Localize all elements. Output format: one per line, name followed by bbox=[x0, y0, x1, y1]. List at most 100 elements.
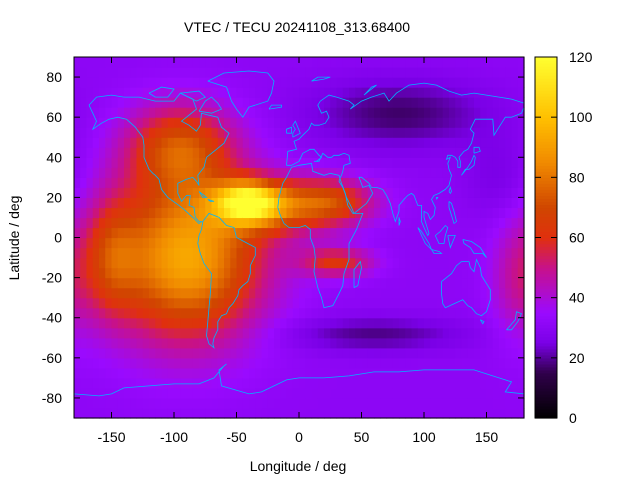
heatmap-cell bbox=[230, 77, 238, 88]
heatmap-cell bbox=[430, 217, 438, 229]
heatmap-cell bbox=[130, 377, 138, 389]
heatmap-cell bbox=[80, 287, 88, 299]
heatmap-cell bbox=[436, 247, 444, 259]
heatmap-cell bbox=[405, 377, 413, 389]
heatmap-cell bbox=[492, 67, 500, 78]
heatmap-cell bbox=[399, 117, 406, 128]
heatmap-cell bbox=[167, 307, 175, 319]
heatmap-cell bbox=[267, 347, 275, 359]
heatmap-cell bbox=[211, 157, 219, 168]
heatmap-cell bbox=[161, 167, 169, 178]
heatmap-cell bbox=[130, 117, 138, 128]
heatmap-cell bbox=[342, 137, 350, 148]
heatmap-cell bbox=[461, 377, 469, 389]
heatmap-cell bbox=[449, 67, 456, 78]
heatmap-cell bbox=[230, 117, 238, 128]
heatmap-cell bbox=[505, 197, 513, 209]
heatmap-cell bbox=[349, 107, 356, 118]
heatmap-cell bbox=[267, 367, 275, 379]
heatmap-cell bbox=[230, 407, 238, 419]
heatmap-cell bbox=[517, 357, 525, 369]
heatmap-cell bbox=[105, 257, 113, 269]
heatmap-cell bbox=[211, 337, 219, 349]
heatmap-cell bbox=[130, 177, 138, 188]
heatmap-cell bbox=[411, 97, 419, 108]
heatmap-cell bbox=[436, 407, 444, 419]
colorbar-swatch bbox=[535, 390, 557, 395]
heatmap-cell bbox=[124, 257, 131, 269]
heatmap-cell bbox=[86, 57, 94, 68]
heatmap-cell bbox=[392, 257, 400, 269]
heatmap-cell bbox=[311, 387, 319, 399]
heatmap-cell bbox=[455, 247, 463, 259]
heatmap-cell bbox=[130, 187, 138, 198]
heatmap-cell bbox=[480, 147, 488, 158]
heatmap-cell bbox=[161, 287, 169, 299]
heatmap-cell bbox=[142, 287, 150, 299]
heatmap-cell bbox=[349, 247, 356, 259]
heatmap-cell bbox=[311, 57, 319, 68]
heatmap-cell bbox=[411, 367, 419, 379]
heatmap-cell bbox=[517, 187, 525, 198]
heatmap-cell bbox=[311, 347, 319, 359]
heatmap-cell bbox=[399, 57, 406, 68]
heatmap-cell bbox=[492, 217, 500, 229]
heatmap-cell bbox=[155, 167, 163, 178]
colorbar-swatch bbox=[535, 72, 557, 76]
heatmap-cell bbox=[367, 87, 375, 98]
heatmap-cell bbox=[411, 287, 419, 299]
heatmap-cell bbox=[517, 207, 525, 219]
heatmap-cell bbox=[517, 377, 525, 389]
heatmap-cell bbox=[467, 97, 475, 108]
heatmap-cell bbox=[430, 177, 438, 188]
heatmap-cell bbox=[442, 397, 450, 409]
heatmap-cell bbox=[155, 157, 163, 168]
heatmap-cell bbox=[86, 197, 94, 209]
heatmap-cell bbox=[224, 77, 231, 88]
heatmap-cell bbox=[317, 247, 325, 259]
heatmap-cell bbox=[267, 327, 275, 339]
heatmap-cell bbox=[167, 187, 175, 198]
heatmap-cell bbox=[105, 327, 113, 339]
heatmap-cell bbox=[380, 257, 388, 269]
heatmap-cell bbox=[511, 357, 519, 369]
heatmap-cell bbox=[261, 307, 269, 319]
heatmap-cell bbox=[480, 197, 488, 209]
heatmap-cell bbox=[430, 397, 438, 409]
heatmap-cell bbox=[317, 187, 325, 198]
colorbar-swatch bbox=[535, 183, 557, 187]
heatmap-cell bbox=[374, 277, 381, 289]
heatmap-cell bbox=[467, 387, 475, 399]
heatmap-cell bbox=[205, 97, 213, 108]
heatmap-cell bbox=[461, 267, 469, 279]
heatmap-cell bbox=[130, 227, 138, 239]
heatmap-cell bbox=[486, 267, 494, 279]
heatmap-cell bbox=[305, 277, 313, 289]
heatmap-cell bbox=[499, 157, 506, 168]
coastline bbox=[286, 106, 525, 237]
heatmap-cell bbox=[155, 207, 163, 219]
heatmap-cell bbox=[155, 387, 163, 399]
heatmap-cell bbox=[411, 237, 419, 249]
heatmap-cell bbox=[367, 227, 375, 239]
heatmap-cell bbox=[355, 57, 363, 68]
colorbar-swatch bbox=[535, 399, 557, 404]
heatmap-cell bbox=[92, 347, 100, 359]
colorbar-swatch bbox=[535, 144, 557, 148]
heatmap-cell bbox=[342, 87, 350, 98]
heatmap-cell bbox=[405, 157, 413, 168]
heatmap-cell bbox=[136, 277, 144, 289]
heatmap-cell bbox=[355, 147, 363, 158]
heatmap-cell bbox=[511, 217, 519, 229]
heatmap-cell bbox=[149, 377, 156, 389]
heatmap-cell bbox=[199, 77, 206, 88]
heatmap-cell bbox=[192, 247, 200, 259]
heatmap-cell bbox=[242, 197, 250, 209]
heatmap-cell bbox=[461, 247, 469, 259]
heatmap-cell bbox=[130, 67, 138, 78]
heatmap-cell bbox=[486, 297, 494, 309]
heatmap-cell bbox=[367, 67, 375, 78]
heatmap-cell bbox=[180, 207, 188, 219]
heatmap-cell bbox=[342, 387, 350, 399]
heatmap-cell bbox=[105, 117, 113, 128]
